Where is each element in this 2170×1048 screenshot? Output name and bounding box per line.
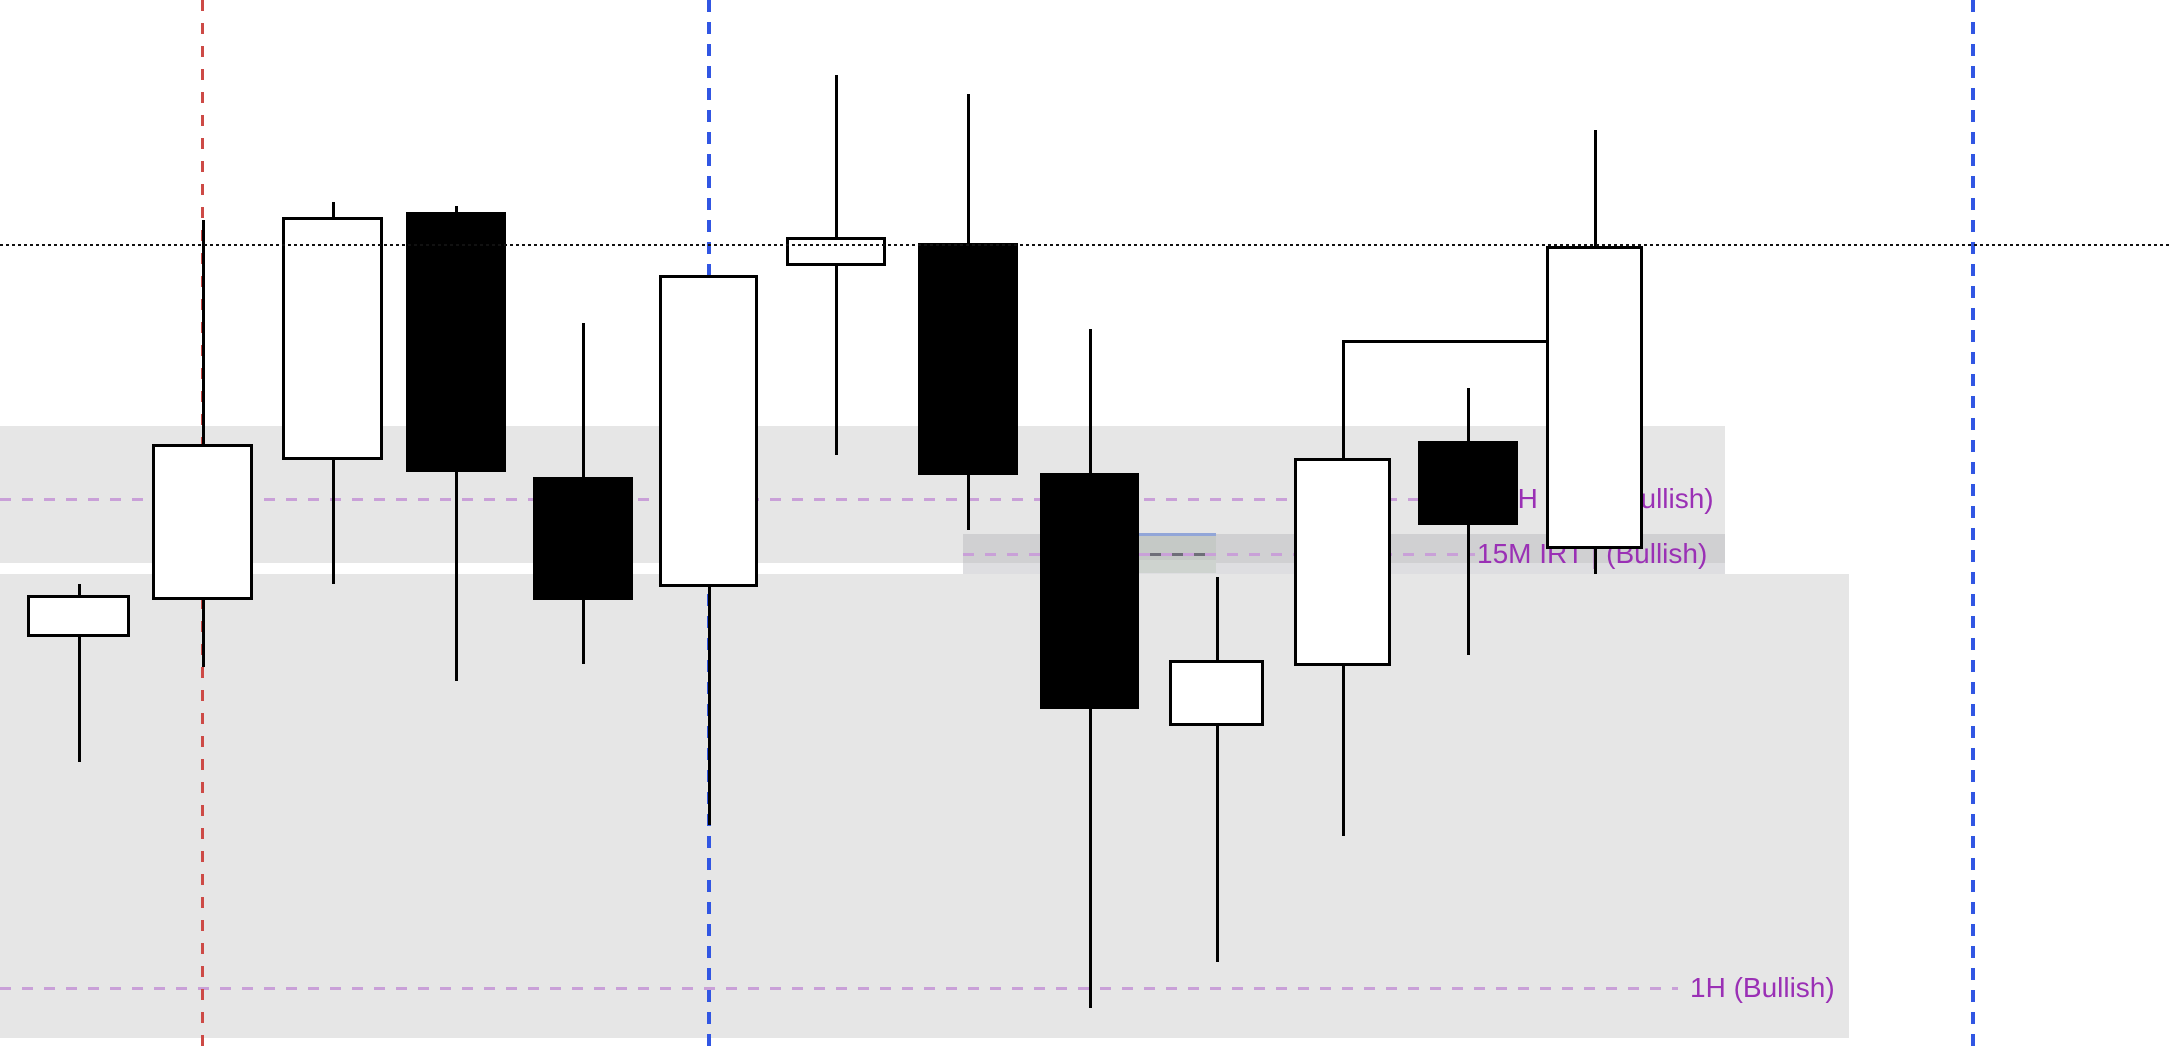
candle-2-wick bbox=[202, 220, 205, 667]
candle-10-body bbox=[1169, 660, 1264, 726]
candle-9-body bbox=[1040, 473, 1139, 709]
candle-7-body bbox=[786, 237, 886, 266]
candle-13-body bbox=[1546, 246, 1643, 549]
candle-6-body bbox=[659, 275, 758, 587]
mtf-internal-range-line bbox=[963, 553, 1475, 556]
structure-line bbox=[1342, 340, 1546, 343]
candle-2-body bbox=[152, 444, 253, 600]
candle-5-body bbox=[533, 477, 633, 600]
candle-1-wick bbox=[78, 584, 81, 762]
blue-session-line-2[interactable] bbox=[1971, 0, 1975, 1048]
candle-10-wick bbox=[1216, 577, 1219, 962]
ltf-range-label: 1H (Bullish) bbox=[1690, 972, 1835, 1003]
candle-8-body bbox=[918, 243, 1018, 475]
ltf-range-line bbox=[0, 987, 1678, 990]
order-block-fill-1 bbox=[1139, 560, 1216, 573]
order-block-fill-0 bbox=[1139, 536, 1216, 560]
candle-1-body bbox=[27, 595, 130, 637]
candle-12-body bbox=[1418, 441, 1518, 525]
lower-range-zone bbox=[0, 574, 1849, 1038]
lower-range-zone-part-0 bbox=[0, 574, 1849, 1038]
candle-4-body bbox=[406, 212, 506, 472]
order-block-box bbox=[1139, 533, 1216, 573]
candle-11-body bbox=[1294, 458, 1391, 666]
candle-3-body bbox=[282, 217, 383, 460]
price-dotted-line bbox=[0, 244, 2170, 246]
